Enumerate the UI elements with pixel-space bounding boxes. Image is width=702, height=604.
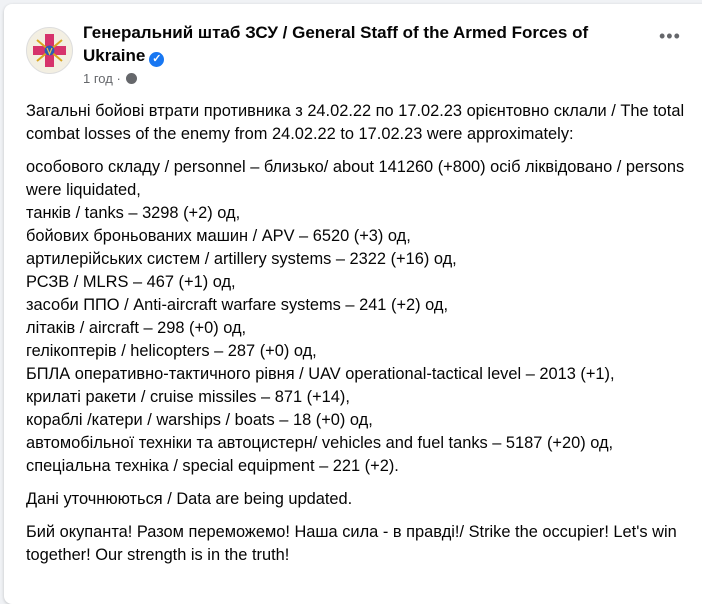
list-item: бойових броньованих машин / APV – 6520 (… — [26, 227, 411, 245]
list-item: РСЗВ / MLRS – 467 (+1) од, — [26, 273, 236, 291]
verified-badge-icon: ✓ — [149, 52, 165, 67]
post-intro: Загальні бойові втрати противника з 24.0… — [26, 102, 685, 143]
author-name[interactable]: Генеральний штаб ЗСУ / General Staff of … — [83, 23, 589, 65]
more-options-button[interactable]: ••• — [659, 26, 681, 46]
losses-list: особового складу / personnel – близько/ … — [26, 156, 698, 478]
page-avatar[interactable] — [26, 27, 73, 74]
post-card: Генеральний штаб ЗСУ / General Staff of … — [4, 4, 702, 604]
post-timestamp[interactable]: 1 год — [83, 71, 113, 86]
post-author[interactable]: Генеральний штаб ЗСУ / General Staff of … — [83, 21, 623, 67]
general-staff-emblem-icon — [33, 34, 66, 67]
list-item: гелікоптерів / helicopters – 287 (+0) од… — [26, 342, 317, 360]
list-item: спеціальна техніка / special equipment –… — [26, 457, 399, 475]
separator: · — [116, 71, 121, 86]
list-item: засоби ППО / Anti-aircraft warfare syste… — [26, 296, 449, 314]
list-item: автомобільної техніки та автоцистерн/ ve… — [26, 434, 614, 452]
update-note: Дані уточнюються / Data are being update… — [26, 490, 353, 508]
list-item: особового складу / personnel – близько/ … — [26, 158, 685, 199]
closing-text: Бий окупанта! Разом переможемо! Наша сил… — [26, 523, 677, 564]
post-meta: 1 год · — [83, 71, 138, 86]
post-body: Загальні бойові втрати противника з 24.0… — [26, 100, 698, 577]
list-item: БПЛА оперативно-тактичного рівня / UAV o… — [26, 365, 615, 383]
globe-icon — [126, 73, 138, 84]
list-item: танків / tanks – 3298 (+2) од, — [26, 204, 241, 222]
list-item: кораблі /катери / warships / boats – 18 … — [26, 411, 373, 429]
list-item: крилаті ракети / cruise missiles – 871 (… — [26, 388, 350, 406]
list-item: артилерійських систем / artillery system… — [26, 250, 457, 268]
list-item: літаків / aircraft – 298 (+0) од, — [26, 319, 247, 337]
